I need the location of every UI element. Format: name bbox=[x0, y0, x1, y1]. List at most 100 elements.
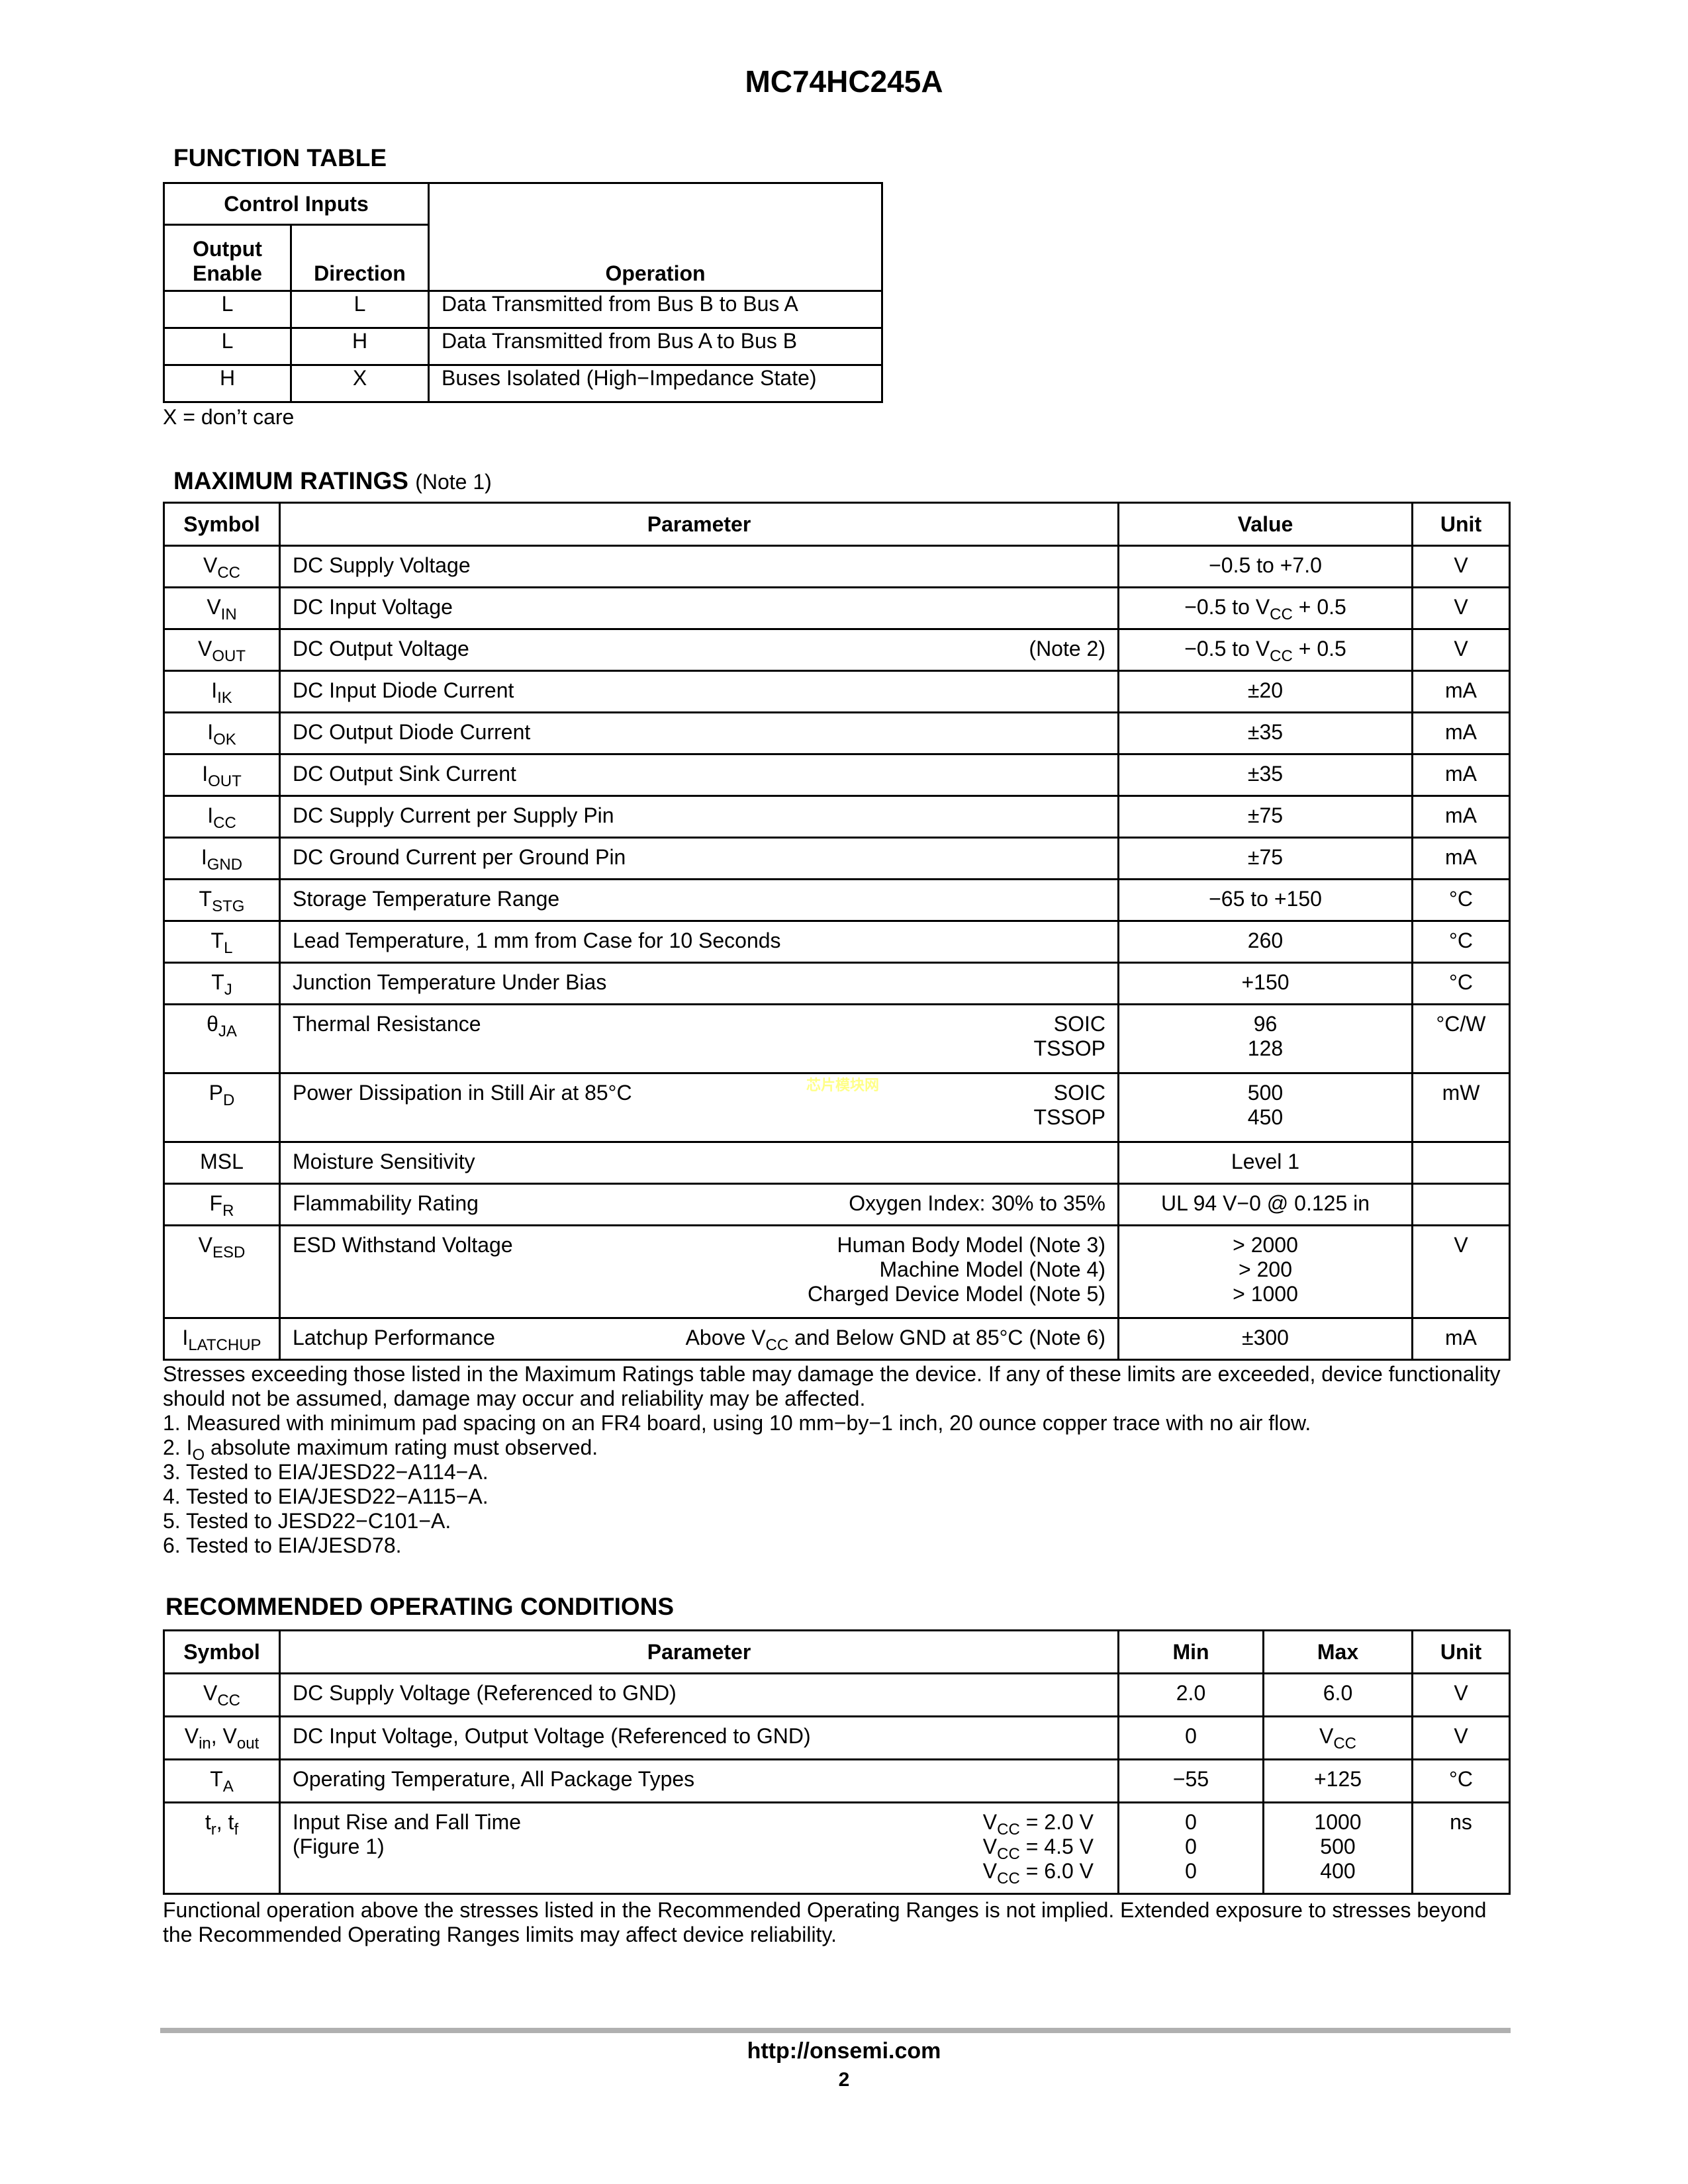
value-cell: UL 94 V−0 @ 0.125 in bbox=[1117, 1183, 1413, 1226]
unit-cell: V bbox=[1411, 1672, 1511, 1717]
rating-row: TJ Junction Temperature Under Bias +150 °C bbox=[163, 962, 1511, 1005]
rec-op-table: Symbol Parameter Min Max Unit VCC DC Supply V… bbox=[163, 1629, 1511, 1895]
value-cell: Level 1 bbox=[1117, 1141, 1413, 1185]
value-cell: ±75 bbox=[1117, 837, 1413, 880]
symbol-cell: VCC bbox=[163, 1672, 281, 1717]
symbol-cell: ICC bbox=[163, 795, 281, 839]
unit-cell: °C bbox=[1411, 878, 1511, 922]
unit-cell: mA bbox=[1411, 670, 1511, 713]
header-unit: Unit bbox=[1411, 502, 1511, 547]
value-cell: 96 128 bbox=[1117, 1003, 1413, 1074]
rating-row: IIK DC Input Diode Current ±20 mA bbox=[163, 670, 1511, 713]
notes-list: 1. Measured with minimum pad spacing on … bbox=[163, 1411, 1513, 1558]
header-symbol: Symbol bbox=[163, 1629, 281, 1674]
symbol-cell: TL bbox=[163, 920, 281, 964]
value-cell: 500 450 bbox=[1117, 1072, 1413, 1143]
parameter-cell: DC Supply Current per Supply Pin bbox=[279, 795, 1119, 839]
unit-cell bbox=[1411, 1183, 1511, 1226]
condition-text: SOIC TSSOP bbox=[1033, 1081, 1105, 1129]
symbol-cell: TSTG bbox=[163, 878, 281, 922]
rating-row: VIN DC Input Voltage −0.5 to VCC + 0.5 V bbox=[163, 586, 1511, 630]
direction-cell: X bbox=[290, 364, 430, 403]
operation-cell: Data Transmitted from Bus B to Bus A bbox=[428, 290, 883, 329]
note-item: 3. Tested to EIA/JESD22−A114−A. bbox=[163, 1460, 489, 1484]
symbol-cell: ILATCHUP bbox=[163, 1317, 281, 1361]
unit-cell: V bbox=[1411, 545, 1511, 588]
condition-row: TA Operating Temperature, All Package Typ… bbox=[163, 1758, 1511, 1803]
rating-row: VESD Human Body Model (Note 3) Machine Mod… bbox=[163, 1224, 1511, 1319]
value-cell: −0.5 to VCC + 0.5 bbox=[1117, 628, 1413, 672]
parameter-cell: Human Body Model (Note 3) Machine Model (… bbox=[279, 1224, 1119, 1319]
symbol-cell: IIK bbox=[163, 670, 281, 713]
footer-url[interactable]: http://onsemi.com bbox=[747, 2038, 941, 2064]
rec-op-title: RECOMMENDED OPERATING CONDITIONS bbox=[165, 1593, 675, 1620]
direction-cell: L bbox=[290, 290, 430, 329]
unit-cell: ns bbox=[1411, 1801, 1511, 1895]
output-enable-header: Output Enable bbox=[163, 224, 292, 292]
unit-cell: mA bbox=[1411, 753, 1511, 797]
value-cell: ±35 bbox=[1117, 753, 1413, 797]
header-unit: Unit bbox=[1411, 1629, 1511, 1674]
parameter-cell: DC Input Voltage bbox=[279, 586, 1119, 630]
condition-row: Vin, Vout DC Input Voltage, Output Voltag… bbox=[163, 1715, 1511, 1760]
unit-cell: mA bbox=[1411, 711, 1511, 755]
footer-divider bbox=[160, 2028, 1511, 2033]
page-number: 2 bbox=[838, 2069, 850, 2091]
function-table-footnote: X = don’t care bbox=[163, 405, 295, 429]
stress-text: Stresses exceeding those listed in the M… bbox=[163, 1362, 1501, 1410]
header-value: Value bbox=[1117, 502, 1413, 547]
value-cell: ±35 bbox=[1117, 711, 1413, 755]
symbol-cell: tr, tf bbox=[163, 1801, 281, 1895]
max-ratings-title: MAXIMUM RATINGS (Note 1) bbox=[173, 467, 492, 494]
parameter-cell: VCC = 2.0 V VCC = 4.5 V VCC = 6.0 V Input R… bbox=[279, 1801, 1119, 1895]
unit-cell: °C bbox=[1411, 962, 1511, 1005]
condition-text: (Note 2) bbox=[1029, 637, 1105, 660]
unit-cell: V bbox=[1411, 1224, 1511, 1319]
rec-op-footer-text: Functional operation above the stresses … bbox=[163, 1898, 1487, 1946]
operation-cell: Buses Isolated (High−Impedance State) bbox=[428, 364, 883, 403]
direction-header: Direction bbox=[290, 224, 430, 292]
unit-cell: V bbox=[1411, 586, 1511, 630]
function-table-title: FUNCTION TABLE bbox=[173, 144, 387, 171]
watermark: 芯片模块网 bbox=[806, 1077, 880, 1093]
parameter-cell: DC Output Diode Current bbox=[279, 711, 1119, 755]
symbol-cell: MSL bbox=[163, 1141, 281, 1185]
note-item: 1. Measured with minimum pad spacing on … bbox=[163, 1411, 1311, 1435]
header-parameter: Parameter bbox=[279, 502, 1119, 547]
function-row: L L Data Transmitted from Bus B to Bus A bbox=[163, 290, 883, 329]
unit-cell: mA bbox=[1411, 1317, 1511, 1361]
symbol-cell: VIN bbox=[163, 586, 281, 630]
rating-row: PD SOIC TSSOP Power Dissipation in Still Ai… bbox=[163, 1072, 1511, 1143]
rating-row: IOUT DC Output Sink Current ±35 mA bbox=[163, 753, 1511, 797]
max-cell: 1000 500 400 bbox=[1262, 1801, 1413, 1895]
parameter-cell: SOIC TSSOP Power Dissipation in Still Air … bbox=[279, 1072, 1119, 1143]
parameter-cell: Moisture Sensitivity bbox=[279, 1141, 1119, 1185]
min-cell: 0 bbox=[1117, 1715, 1264, 1760]
rating-row: VCC DC Supply Voltage −0.5 to +7.0 V bbox=[163, 545, 1511, 588]
rating-row: VOUT (Note 2) DC Output Voltage −0.5 to VCC… bbox=[163, 628, 1511, 672]
note-item: 6. Tested to EIA/JESD78. bbox=[163, 1533, 402, 1557]
symbol-cell: θJA bbox=[163, 1003, 281, 1074]
parameter-cell: Junction Temperature Under Bias bbox=[279, 962, 1119, 1005]
symbol-cell: IOUT bbox=[163, 753, 281, 797]
parameter-cell: Above VCC and Below GND at 85°C (Note 6)… bbox=[279, 1317, 1119, 1361]
condition-text: Oxygen Index: 30% to 35% bbox=[849, 1191, 1105, 1215]
value-cell: > 2000 > 200 > 1000 bbox=[1117, 1224, 1413, 1319]
rating-row: FR Oxygen Index: 30% to 35% Flammability R… bbox=[163, 1183, 1511, 1226]
rating-row: TL Lead Temperature, 1 mm from Case for 1… bbox=[163, 920, 1511, 964]
unit-cell bbox=[1411, 1141, 1511, 1185]
parameter-cell: DC Input Diode Current bbox=[279, 670, 1119, 713]
value-cell: ±75 bbox=[1117, 795, 1413, 839]
min-cell: −55 bbox=[1117, 1758, 1264, 1803]
condition-text: Human Body Model (Note 3) Machine Model (… bbox=[808, 1233, 1105, 1306]
value-cell: 260 bbox=[1117, 920, 1413, 964]
symbol-cell: IOK bbox=[163, 711, 281, 755]
note-item: 5. Tested to JESD22−C101−A. bbox=[163, 1509, 451, 1533]
output-enable-cell: L bbox=[163, 327, 292, 366]
page-title: MC74HC245A bbox=[745, 64, 943, 99]
function-table: Control Inputs Operation Output Enable Dir… bbox=[163, 182, 883, 403]
operation-cell: Data Transmitted from Bus A to Bus B bbox=[428, 327, 883, 366]
parameter-cell: SOIC TSSOP Thermal Resistance bbox=[279, 1003, 1119, 1074]
direction-cell: H bbox=[290, 327, 430, 366]
